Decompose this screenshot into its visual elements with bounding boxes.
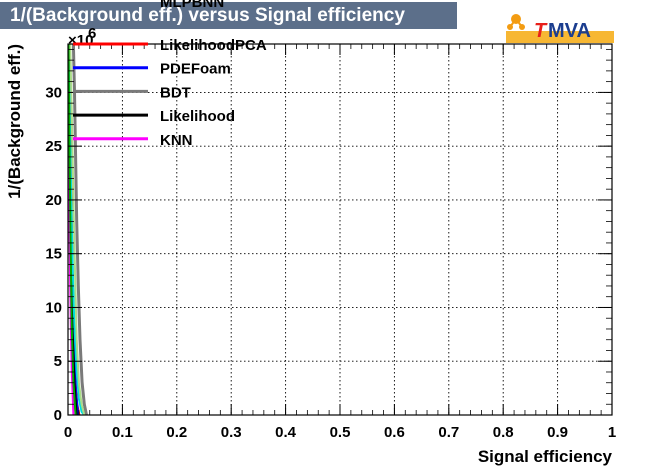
x-tick-label: 0.1: [112, 424, 133, 441]
legend: MLPBNN LikelihoodPCA PDEFoam BDT Likelihood…: [73, 0, 267, 149]
legend-label-knn: KNN: [160, 132, 193, 149]
legend-clipped-label: MLPBNN: [160, 0, 224, 11]
x-axis-title: Signal efficiency: [478, 447, 613, 466]
y-tick-label: 10: [45, 299, 62, 316]
logo-letters-mva: MVA: [548, 20, 591, 42]
axis-ticks: [67, 44, 613, 416]
x-tick-labels: 0 0.1 0.2 0.3 0.4 0.5 0.6 0.7 0.8 0.9 1: [64, 424, 616, 441]
x-tick-label: 1: [608, 424, 616, 441]
y-tick-label: 0: [54, 407, 62, 424]
y-tick-label: 30: [45, 84, 62, 101]
y-tick-label: 15: [45, 246, 62, 263]
x-tick-label: 0.7: [438, 424, 459, 441]
x-tick-label: 0.6: [384, 424, 405, 441]
y-axis-title: 1/(Background eff.): [5, 44, 24, 199]
legend-label-bdt: BDT: [160, 84, 191, 101]
legend-label-likelihood: Likelihood: [160, 108, 235, 125]
y-tick-label: 20: [45, 192, 62, 209]
y-tick-label: 25: [45, 138, 62, 155]
tmva-logo-icon: T MVA: [506, 14, 614, 43]
x-tick-label: 0.9: [547, 424, 568, 441]
x-tick-label: 0.5: [330, 424, 351, 441]
x-tick-label: 0: [64, 424, 72, 441]
x-tick-label: 0.8: [493, 424, 514, 441]
chart-title: 1/(Background eff.) versus Signal effici…: [10, 5, 405, 26]
y-multiplier-exponent: 6: [88, 25, 96, 42]
chart-title-box: 1/(Background eff.) versus Signal effici…: [0, 2, 457, 29]
legend-label-likelihoodpca: LikelihoodPCA: [160, 37, 267, 54]
series-line-unlabeled-7: [68, 44, 77, 415]
legend-label-pdefoam: PDEFoam: [160, 61, 231, 78]
x-tick-label: 0.3: [221, 424, 242, 441]
x-tick-label: 0.2: [166, 424, 187, 441]
y-tick-label: 5: [54, 353, 62, 370]
y-tick-labels: 0 5 10 15 20 25 30: [45, 84, 62, 424]
logo-letter-t: T: [534, 20, 548, 42]
grid-lines: [68, 44, 612, 415]
x-tick-label: 0.4: [275, 424, 297, 441]
